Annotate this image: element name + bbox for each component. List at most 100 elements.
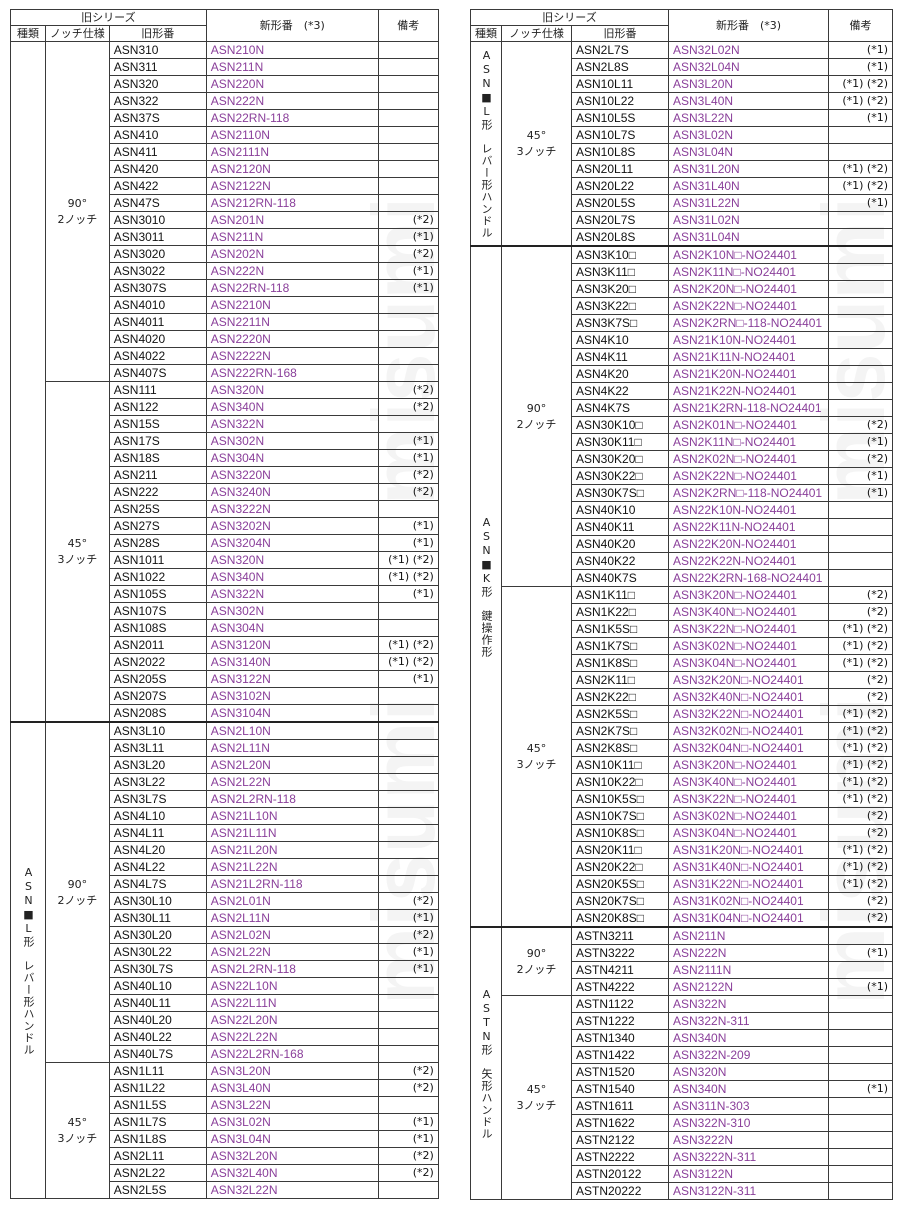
old-model-cell: ASN2022 <box>108 653 207 671</box>
old-model-cell: ASN1L11 <box>108 1062 207 1080</box>
table-row: ASN3L22 ASN2L22N <box>11 773 439 791</box>
remarks-cell <box>377 41 439 59</box>
remarks-cell: (*1) <box>377 585 439 603</box>
remarks-cell <box>828 228 893 247</box>
old-model-cell: ASN4022 <box>108 347 207 365</box>
new-model-cell: ASN211N <box>205 58 379 76</box>
old-model-cell: ASN15S <box>108 415 207 433</box>
old-model-cell: ASN222 <box>108 483 207 501</box>
remarks-cell <box>828 382 893 400</box>
new-model-cell: ASN3L04N <box>668 143 829 161</box>
new-model-cell: ASN3L40N <box>205 1079 379 1097</box>
new-model-cell: ASN21L11N <box>205 824 379 842</box>
remarks-cell <box>377 790 439 808</box>
table-row: 90° 2ノッチ ASN310 ASN210N <box>10 41 439 723</box>
remarks-cell: (*1) (*2) <box>377 653 439 671</box>
table-row: ASN10K8S□ ASN3K04N□-NO24401 (*2) <box>471 824 893 842</box>
notch-cell: 45° 3ノッチ <box>501 995 572 1200</box>
remarks-cell <box>828 1046 893 1064</box>
table-row: ASN2K22□ ASN32K40N□-NO24401 (*2) <box>471 688 893 706</box>
old-model-cell: ASN3K10□ <box>571 245 669 264</box>
old-model-cell: ASN40K7S <box>571 569 669 587</box>
new-model-cell: ASN31L40N <box>668 177 829 195</box>
comparison-table-right: 旧シリーズ 新形番 (*3) 備考 種類 ノッチ仕様 旧形番 ASN■L形 レバ… <box>470 9 893 1200</box>
old-model-cell: ASN30K7S□ <box>571 484 669 502</box>
remarks-cell <box>377 807 439 825</box>
new-model-cell: ASN322N <box>205 415 379 433</box>
old-model-cell: ASN20L8S <box>571 228 669 247</box>
table-row: ASN4K11 ASN21K11N-NO24401 <box>471 348 893 366</box>
table-row: ASN1L22 ASN3L40N (*2) <box>11 1079 439 1097</box>
remarks-cell: (*1) (*2) <box>828 654 893 672</box>
remarks-cell <box>377 364 439 382</box>
new-model-cell: ASN3204N <box>205 534 379 552</box>
remarks-cell: (*2) <box>377 483 439 501</box>
table-row: ASTN2122 ASN3222N <box>471 1131 893 1149</box>
old-model-cell: ASN4L11 <box>108 824 207 842</box>
old-model-cell: ASN4K7S <box>571 399 669 417</box>
remarks-cell: (*1) <box>377 960 439 978</box>
table-row: ASN211 ASN3220N (*2) <box>11 466 439 484</box>
old-model-cell: ASN10L8S <box>571 143 669 161</box>
new-model-cell: ASN21L22N <box>205 858 379 876</box>
new-model-cell: ASN2L22N <box>205 773 379 791</box>
new-model-cell: ASN22K10N-NO24401 <box>668 501 829 519</box>
table-row: ASN10K7S□ ASN3K02N□-NO24401 (*2) <box>471 807 893 825</box>
new-model-cell: ASN2110N <box>205 126 379 144</box>
old-model-cell: ASTN1422 <box>571 1046 669 1064</box>
new-model-cell: ASN31K20N□-NO24401 <box>668 841 829 859</box>
remarks-cell: (*1) (*2) <box>828 773 893 791</box>
header-old-model: 旧形番 <box>571 25 669 42</box>
new-model-cell: ASN212RN-118 <box>205 194 379 212</box>
old-model-cell: ASN422 <box>108 177 207 195</box>
new-model-cell: ASN21L2RN-118 <box>205 875 379 893</box>
table-row: ASN4K7S ASN21K2RN-118-NO24401 <box>471 399 893 417</box>
remarks-cell: (*2) <box>828 824 893 842</box>
new-model-cell: ASN2K11N□-NO24401 <box>668 433 829 451</box>
table-row: ASN30L10 ASN2L01N (*2) <box>11 892 439 910</box>
table-row: ASN30L11 ASN2L11N (*1) <box>11 909 439 927</box>
remarks-cell <box>377 1011 439 1029</box>
old-model-cell: ASN4L22 <box>108 858 207 876</box>
remarks-cell: (*2) <box>377 1147 439 1165</box>
notch-cell: 90° 2ノッチ <box>45 41 110 382</box>
new-model-cell: ASN322N-209 <box>668 1046 829 1064</box>
remarks-cell <box>828 1029 893 1047</box>
header-old-model: 旧形番 <box>108 25 207 42</box>
new-model-cell: ASN22K11N-NO24401 <box>668 518 829 536</box>
old-model-cell: ASTN2122 <box>571 1131 669 1149</box>
remarks-cell: (*1) <box>828 978 893 996</box>
old-model-cell: ASN107S <box>108 602 207 620</box>
table-row: ASN207S ASN3102N <box>11 687 439 705</box>
old-model-cell: ASN1022 <box>108 568 207 586</box>
notch-cell: 45° 3ノッチ <box>45 381 110 723</box>
old-model-cell: ASN2L22 <box>108 1164 207 1182</box>
new-model-cell: ASN31K02N□-NO24401 <box>668 892 829 910</box>
table-row: ASN20L8S ASN31L04N <box>471 228 893 247</box>
new-model-cell: ASN340N <box>668 1029 829 1047</box>
new-model-cell: ASN22L22N <box>205 1028 379 1046</box>
old-model-cell: ASN122 <box>108 398 207 416</box>
new-model-cell: ASN2211N <box>205 313 379 331</box>
old-model-cell: ASN20L22 <box>571 177 669 195</box>
remarks-cell: (*1) <box>828 467 893 485</box>
new-model-cell: ASN3102N <box>205 687 379 705</box>
old-model-cell: ASN105S <box>108 585 207 603</box>
table-row: ASN2011 ASN3120N (*1) (*2) <box>11 636 439 654</box>
remarks-cell: (*1) <box>828 1080 893 1098</box>
old-model-cell: ASN3L11 <box>108 739 207 757</box>
old-model-cell: ASN4K10 <box>571 331 669 349</box>
table-row: ASTN20222 ASN3122N-311 <box>471 1182 893 1200</box>
new-model-cell: ASN3104N <box>205 704 379 723</box>
table-row: ASN1K7S□ ASN3K02N□-NO24401 (*1) (*2) <box>471 637 893 655</box>
table-row: ASN10K22□ ASN3K40N□-NO24401 (*1) (*2) <box>471 773 893 791</box>
type-label: ASN■L形 レバー形ハンドル <box>480 48 493 239</box>
remarks-cell <box>828 331 893 349</box>
new-model-cell: ASN322N-311 <box>668 1012 829 1030</box>
type-cell <box>10 41 46 723</box>
new-model-cell: ASN22K20N-NO24401 <box>668 535 829 553</box>
new-model-cell: ASN3122N-311 <box>668 1182 829 1200</box>
table-row: ASN4L7S ASN21L2RN-118 <box>11 875 439 893</box>
remarks-cell: (*2) <box>377 211 439 229</box>
old-model-cell: ASN2K22□ <box>571 688 669 706</box>
